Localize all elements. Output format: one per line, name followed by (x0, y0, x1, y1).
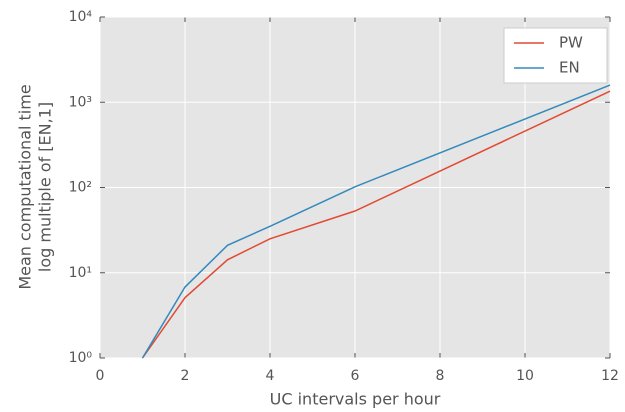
y-tick-label: 10³ (69, 94, 92, 110)
y-axis-label: log multiple of [EN,1] (36, 102, 55, 272)
y-tick-label: 10² (69, 180, 92, 196)
series-line (141, 84, 611, 359)
y-axis-label: Mean computational time (16, 84, 35, 289)
x-tick-label: 0 (96, 368, 105, 384)
legend-box (503, 27, 608, 84)
x-tick-label: 6 (351, 368, 360, 384)
series-line (141, 90, 611, 359)
x-axis-label: UC intervals per hour (270, 390, 441, 409)
y-tick-label: 10⁴ (69, 9, 93, 25)
x-tick-label: 4 (266, 368, 275, 384)
x-tick-label: 10 (516, 368, 534, 384)
y-tick-label: 10¹ (69, 265, 92, 281)
x-tick-label: 2 (181, 368, 190, 384)
y-tick-label: 10⁰ (69, 350, 93, 366)
legend-label: EN (559, 59, 580, 77)
x-tick-label: 12 (601, 368, 619, 384)
legend-label: PW (559, 34, 583, 52)
x-tick-label: 8 (436, 368, 445, 384)
